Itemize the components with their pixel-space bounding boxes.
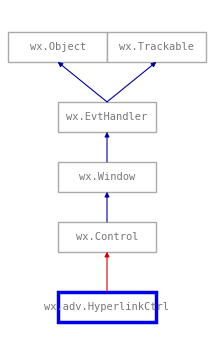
Text: wx.Object: wx.Object bbox=[30, 42, 86, 52]
Text: wx.Trackable: wx.Trackable bbox=[119, 42, 194, 52]
FancyBboxPatch shape bbox=[107, 32, 206, 62]
Text: wx.adv.HyperlinkCtrl: wx.adv.HyperlinkCtrl bbox=[45, 302, 169, 312]
FancyBboxPatch shape bbox=[58, 162, 156, 192]
Text: wx.Window: wx.Window bbox=[79, 172, 135, 182]
FancyBboxPatch shape bbox=[58, 222, 156, 252]
FancyBboxPatch shape bbox=[58, 102, 156, 132]
FancyBboxPatch shape bbox=[8, 32, 107, 62]
Text: wx.Control: wx.Control bbox=[76, 232, 138, 242]
FancyBboxPatch shape bbox=[58, 292, 156, 322]
Text: wx.EvtHandler: wx.EvtHandler bbox=[66, 112, 148, 122]
